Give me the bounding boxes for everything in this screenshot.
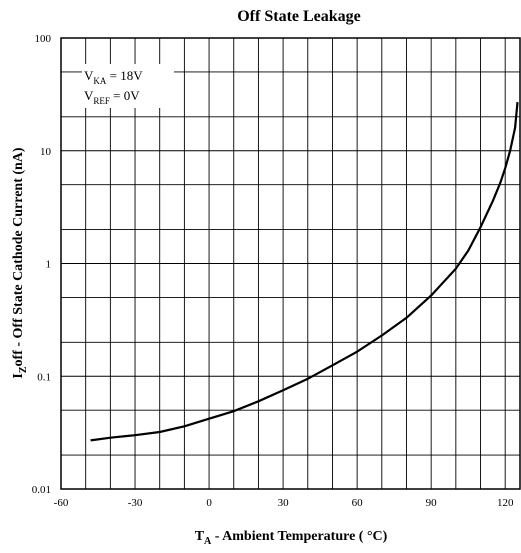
- x-axis-label-main: T: [195, 529, 205, 544]
- condition-vref-main: V: [84, 88, 94, 103]
- y-tick-label: 10: [40, 146, 52, 158]
- y-axis-label-text: off - Off State Cathode Current (nA): [11, 147, 26, 366]
- condition-vref-value: = 0V: [110, 88, 140, 103]
- y-axis-label-sub: Z: [18, 366, 29, 373]
- condition-vka-value: = 18V: [106, 68, 143, 83]
- condition-vka-main: V: [84, 68, 94, 83]
- y-tick-label: 0.1: [37, 371, 51, 383]
- condition-vref-sub: REF: [93, 96, 110, 106]
- conditions-annotation: VKA = 18V VREF = 0V: [82, 64, 174, 108]
- y-axis-label-main: I: [11, 373, 26, 378]
- plot-frame: [60, 37, 521, 490]
- y-tick-label: 1: [46, 259, 52, 271]
- y-tick-label: 0.01: [32, 484, 51, 496]
- x-tick-label: 60: [352, 497, 364, 509]
- x-tick-label: -60: [54, 497, 69, 509]
- x-tick-label: -30: [128, 497, 143, 509]
- condition-vref: VREF = 0V: [84, 88, 140, 106]
- condition-vka-sub: KA: [93, 76, 106, 86]
- x-tick-label: 30: [278, 497, 290, 509]
- x-tick-label: 90: [426, 497, 438, 509]
- x-tick-labels: -60 -30 0 30 60 90 120: [54, 497, 514, 509]
- x-tick-label: 120: [497, 497, 514, 509]
- chart-title: Off State Leakage: [237, 8, 361, 25]
- y-axis-label: IZoff - Off State Cathode Current (nA): [11, 147, 29, 379]
- x-tick-label: 0: [206, 497, 212, 509]
- annotation-background: [82, 64, 174, 108]
- y-tick-labels: 0.01 0.1 1 10 100: [32, 33, 52, 496]
- series-line: [90, 101, 519, 442]
- y-tick-label: 100: [35, 33, 52, 45]
- grid: [61, 38, 520, 489]
- x-axis-label-text: - Ambient Temperature ( °C): [211, 529, 387, 544]
- x-axis-label: TA - Ambient Temperature ( °C): [195, 529, 388, 547]
- x-axis-label-sub: A: [204, 536, 212, 547]
- condition-vka: VKA = 18V: [84, 68, 143, 86]
